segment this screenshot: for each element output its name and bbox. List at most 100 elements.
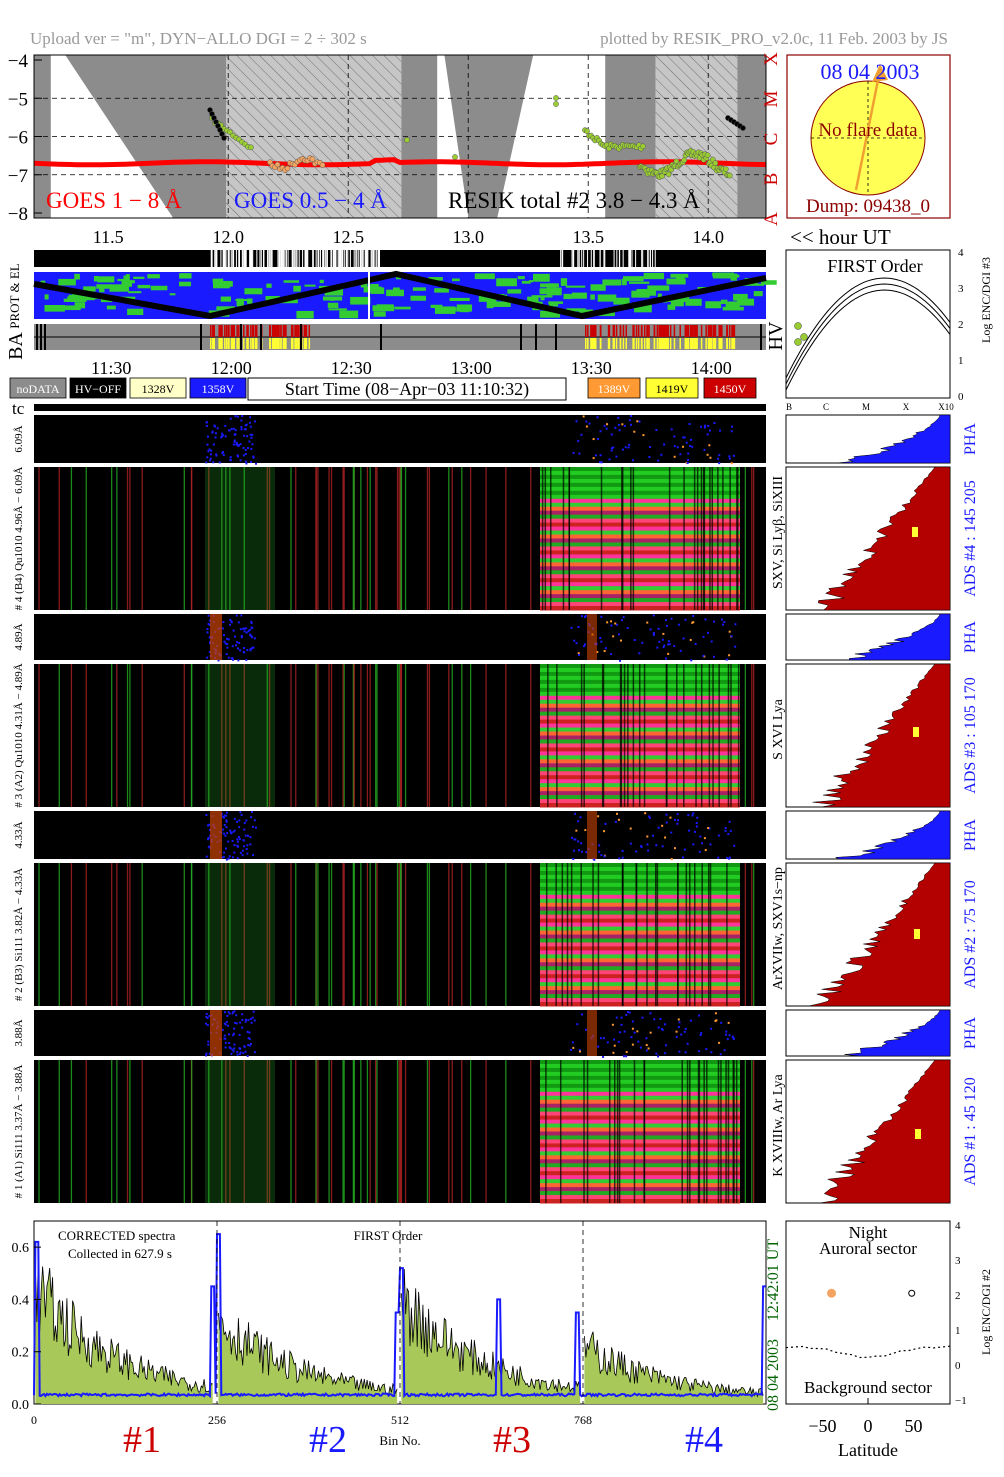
pha-speck [229, 831, 232, 834]
goes-green-point [248, 144, 254, 151]
pha-speck [694, 642, 697, 645]
pha-speck [229, 417, 232, 420]
event-tick [599, 250, 601, 267]
resik-black-point [740, 125, 746, 131]
ba-yellow-tick [213, 338, 216, 349]
spectra-channel-label: #1 [123, 1419, 161, 1461]
spectrogram-line [266, 664, 268, 807]
event-tick [294, 250, 296, 267]
spectrogram-gap [735, 1060, 738, 1203]
goes-green-point [659, 173, 665, 179]
spectrogram-gap [676, 664, 678, 807]
event-tick [356, 250, 358, 267]
pha-speck [224, 834, 227, 837]
pha-speck [717, 457, 720, 460]
first-order-ytick: 0 [958, 391, 964, 403]
ba-red-tick [238, 325, 240, 337]
event-tick [281, 250, 283, 267]
pha-speck [231, 839, 234, 842]
spectrum-line [401, 1269, 581, 1393]
ba-yellow-tick [700, 338, 703, 349]
pha-speck [223, 851, 226, 854]
ba-yellow-tick [246, 338, 248, 349]
pha-speck [638, 420, 641, 423]
ba-yellow-tick [305, 338, 308, 349]
event-tick [560, 250, 562, 267]
prot-green-patch [74, 302, 86, 309]
spectrogram-line [400, 664, 402, 807]
spectrogram-line [505, 467, 507, 610]
pha-speck [575, 829, 578, 832]
pha-speck [682, 637, 685, 640]
spectrogram-line [290, 1060, 292, 1203]
pha-speck [732, 1038, 735, 1041]
hour-tick: 13.5 [572, 227, 604, 247]
spectrogram-line [315, 467, 317, 610]
pha-speck [677, 623, 680, 626]
pha-speck [624, 446, 627, 449]
pha-speck [620, 1023, 623, 1026]
spectrogram-line [70, 863, 73, 1006]
pha-speck [241, 849, 244, 852]
pha-speck [600, 615, 603, 618]
ba-yellow-tick [219, 338, 222, 349]
pha-speck [618, 857, 621, 860]
spectrogram-line [530, 863, 532, 1006]
ba-red-tick [212, 325, 214, 337]
event-tick [378, 250, 380, 267]
pha-speck [688, 829, 691, 832]
pha-speck [602, 1037, 605, 1040]
pha-speck [224, 435, 227, 438]
pha-speck [206, 824, 209, 827]
pha-speck [647, 1047, 650, 1050]
spectrogram-gap [706, 1060, 708, 1203]
hour-tick: 12.0 [212, 227, 244, 247]
pha-speck [628, 419, 631, 422]
pha-speck [246, 649, 249, 652]
header: Upload ver = "m", DYN−ALLO DGI = 2 ÷ 302… [30, 29, 948, 48]
ba-black-tick [520, 324, 522, 350]
spectrogram-gap [597, 863, 600, 1006]
pha-speck [209, 459, 212, 462]
spectrogram-line [221, 664, 223, 807]
spectrogram-block [540, 526, 740, 532]
pha-speck [600, 854, 603, 857]
ba-yellow-tick [295, 338, 297, 349]
pha-speck [577, 440, 580, 443]
spectra-xlabel: Bin No. [379, 1433, 420, 1448]
pha-speck [667, 640, 670, 643]
ba-yellow-tick [231, 338, 233, 349]
pha-speck [619, 659, 622, 662]
event-tick [378, 250, 380, 267]
spectrogram-line [38, 1060, 40, 1203]
prot-green-patch [74, 273, 80, 280]
pha-speck [244, 460, 247, 463]
spectrogram-line [317, 863, 319, 1006]
pha-speck [244, 449, 247, 452]
pha-speck [621, 423, 624, 426]
pha-speck [610, 449, 613, 452]
spectrogram-line [317, 467, 319, 610]
spectrogram-line [266, 1060, 268, 1203]
pha-speck [598, 844, 601, 847]
spectrogram-line [315, 1060, 317, 1203]
pha-speck [222, 816, 225, 819]
event-tick [279, 250, 281, 267]
spectrogram-line [295, 863, 297, 1006]
pha-speck [224, 424, 227, 427]
spectrogram-block [540, 594, 740, 599]
pha-speck [578, 653, 581, 656]
pha-speck [682, 436, 685, 439]
spectrogram-gap [737, 664, 740, 807]
pha-speck [207, 622, 210, 625]
pha-speck [728, 857, 731, 860]
prot-green-patch [565, 285, 586, 288]
pha-speck [636, 1030, 639, 1033]
spectrogram-line [58, 863, 60, 1006]
first-order-xtick: C [823, 402, 829, 412]
ba-yellow-tick [212, 338, 214, 349]
spectrogram-block [540, 478, 740, 484]
spectrogram-line [366, 664, 369, 807]
goes-ytick: −8 [8, 204, 28, 225]
spectrogram-line [343, 863, 345, 1006]
